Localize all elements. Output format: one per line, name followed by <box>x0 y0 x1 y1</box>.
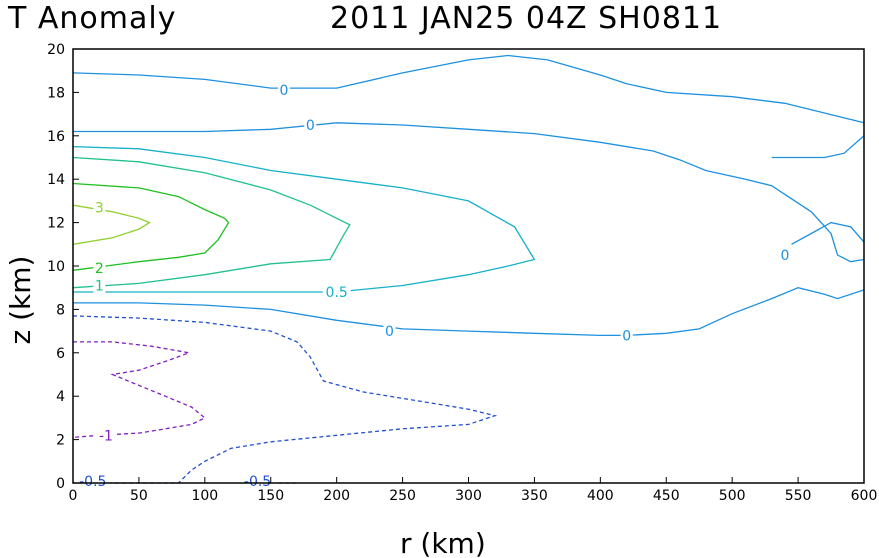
contour-label-background <box>383 323 396 340</box>
y-tick-label: 20 <box>47 42 65 58</box>
y-tick-label: 18 <box>47 85 65 101</box>
chart-title-left: T Anomaly <box>7 1 176 36</box>
contour-line <box>72 156 351 289</box>
y-tick-label: 10 <box>47 259 65 275</box>
contour-line <box>73 122 865 263</box>
x-tick-label: 500 <box>719 488 746 504</box>
y-tick-label: 4 <box>56 389 65 405</box>
x-tick-label: 300 <box>455 488 482 504</box>
x-tick-label: 50 <box>130 488 148 504</box>
contour-label: 0 <box>385 324 394 340</box>
contour-label: 0.5 <box>326 285 348 301</box>
contour-label: -1 <box>99 428 113 444</box>
x-tick-label: 0 <box>69 488 78 504</box>
x-axis-ticks: 0 50 100 150 200 250 300 350 400 450 500 550 600 <box>69 477 878 504</box>
contour-line <box>72 341 206 439</box>
x-axis-label: r (km) <box>400 527 486 558</box>
y-tick-label: 6 <box>56 346 65 362</box>
x-tick-label: 450 <box>653 488 680 504</box>
y-tick-label: 0 <box>56 476 65 492</box>
y-tick-label: 8 <box>56 302 65 318</box>
contour-label-background <box>74 472 111 489</box>
contour-label-background <box>322 284 351 301</box>
x-tick-label: 600 <box>851 488 878 504</box>
contour-label-background <box>93 260 106 277</box>
y-axis-ticks: 0 2 4 6 8 10 12 14 16 18 20 <box>47 42 79 492</box>
contour-label: 0 <box>780 248 789 264</box>
contour-label: 3 <box>95 200 104 216</box>
x-tick-label: 100 <box>191 488 218 504</box>
contour-label-background <box>778 247 791 264</box>
y-tick-label: 14 <box>47 172 65 188</box>
x-tick-label: 550 <box>785 488 812 504</box>
contour-line <box>72 204 151 245</box>
contour-label: -0.5 <box>244 474 271 490</box>
y-axis-label: z (km) <box>4 256 37 345</box>
contour-label-background <box>239 472 276 489</box>
contour-label: -0.5 <box>79 474 106 490</box>
contour-line <box>771 135 865 159</box>
contour-label: 0 <box>279 83 288 99</box>
y-tick-label: 2 <box>56 433 65 449</box>
contour-label-background <box>93 199 106 216</box>
x-tick-label: 200 <box>323 488 350 504</box>
x-tick-label: 150 <box>257 488 284 504</box>
contour-labels: 0 0 0 0 0 0.5 1 2 3 -0.5 -0.5 -1 <box>74 82 791 490</box>
x-tick-label: 350 <box>521 488 548 504</box>
contour-label-background <box>620 327 633 344</box>
contour-lines <box>72 54 865 484</box>
plot-frame <box>72 48 865 484</box>
y-tick-label: 12 <box>47 216 65 232</box>
contour-line <box>72 54 865 124</box>
contour-label-background <box>93 277 106 294</box>
contour-line <box>791 221 865 245</box>
contour-label: 0 <box>306 118 315 134</box>
contour-label: 2 <box>95 261 104 277</box>
x-tick-label: 400 <box>587 488 614 504</box>
contour-label-background <box>95 427 116 444</box>
chart-title-right: 2011 JAN25 04Z SH0811 <box>330 1 722 36</box>
contour-label-background <box>304 116 317 133</box>
contour-line <box>73 287 865 337</box>
x-tick-label: 250 <box>389 488 416 504</box>
contour-line <box>72 315 498 484</box>
contour-label: 1 <box>95 279 104 295</box>
contour-line <box>72 145 536 293</box>
contour-label: 0 <box>622 328 631 344</box>
contour-line <box>72 182 230 271</box>
contour-label-background <box>277 82 290 99</box>
y-tick-label: 16 <box>47 129 65 145</box>
